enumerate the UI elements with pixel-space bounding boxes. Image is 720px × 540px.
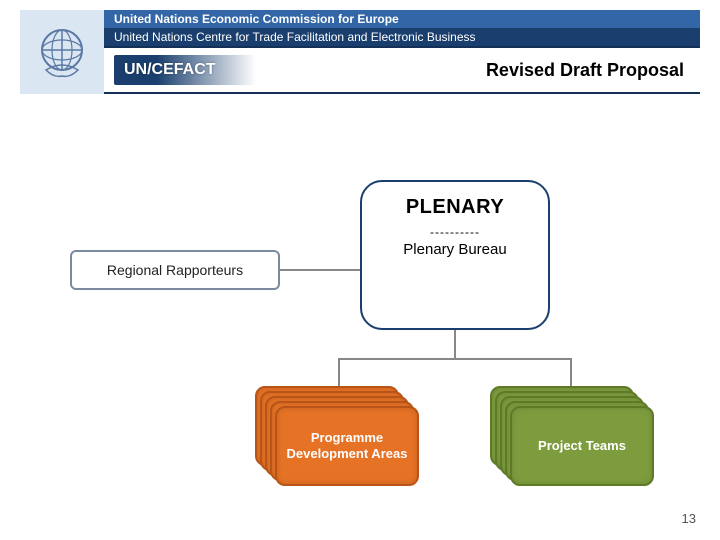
header-short: UN/CEFACT: [114, 55, 256, 85]
plenary-dash: ----------: [372, 225, 538, 239]
plenary-title: PLENARY: [372, 196, 538, 219]
programme-dev-label: Programme Development Areas: [283, 430, 411, 463]
regional-rapporteurs-box: Regional Rapporteurs: [70, 250, 280, 290]
plenary-sub: Plenary Bureau: [372, 241, 538, 258]
regional-rapporteurs-label: Regional Rapporteurs: [107, 262, 243, 278]
header-divider-bottom: [104, 92, 700, 94]
programme-dev-stack: Programme Development Areas: [255, 386, 420, 484]
header-line1: United Nations Economic Commission for E…: [104, 10, 700, 28]
project-teams-label: Project Teams: [538, 438, 626, 454]
connector-side: [280, 269, 360, 271]
header-right: United Nations Economic Commission for E…: [104, 10, 700, 94]
stack-card-front: Programme Development Areas: [275, 406, 419, 486]
connector-v-left: [338, 358, 340, 386]
page-number: 13: [682, 511, 696, 526]
slide-title: Revised Draft Proposal: [486, 60, 690, 81]
header: United Nations Economic Commission for E…: [20, 10, 700, 94]
stack-card-front: Project Teams: [510, 406, 654, 486]
un-emblem-icon: [30, 20, 94, 84]
plenary-box: PLENARY ---------- Plenary Bureau: [360, 180, 550, 330]
connector-v-main: [454, 330, 456, 360]
un-emblem-wrap: [20, 10, 104, 94]
header-line3: UN/CEFACT Revised Draft Proposal: [104, 48, 700, 92]
connector-v-right: [570, 358, 572, 386]
header-line2: United Nations Centre for Trade Facilita…: [104, 28, 700, 46]
project-teams-stack: Project Teams: [490, 386, 655, 484]
connector-h-split: [338, 358, 572, 360]
